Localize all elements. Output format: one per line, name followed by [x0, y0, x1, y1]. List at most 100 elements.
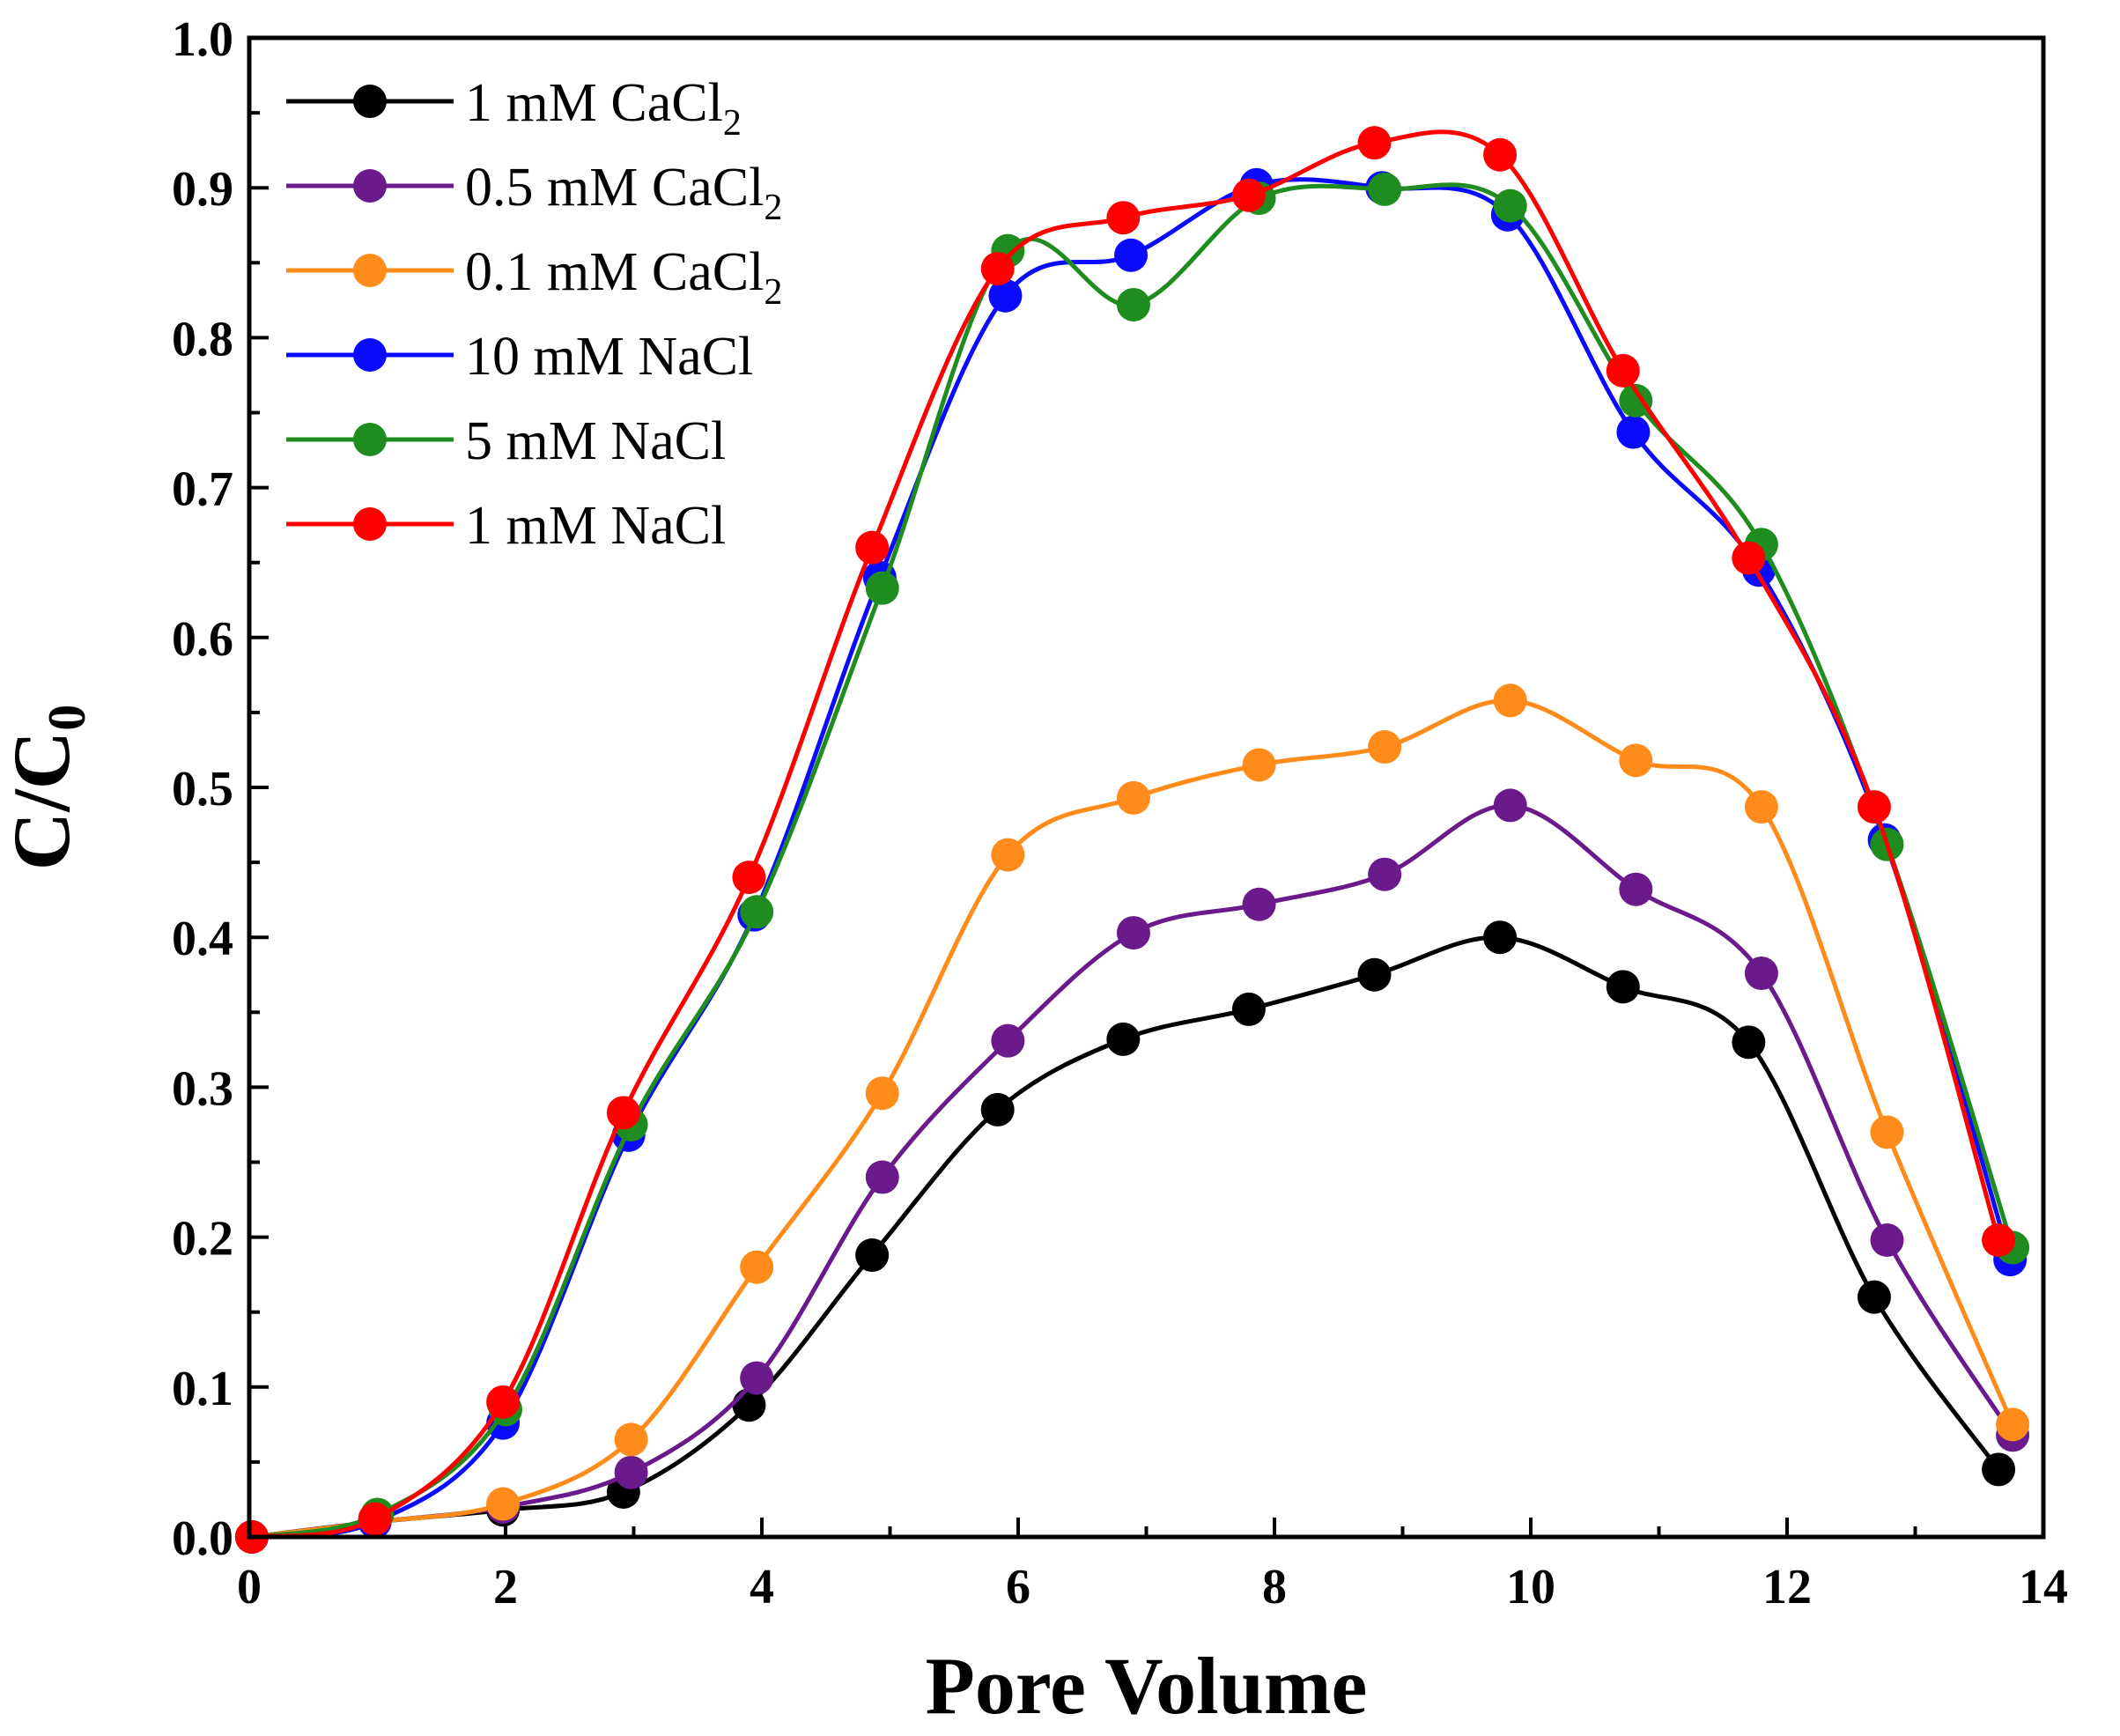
x-tick-label: 12: [1762, 1560, 1812, 1614]
data-point: [1606, 970, 1640, 1004]
x-tick-label: 14: [2019, 1560, 2068, 1614]
data-point: [980, 252, 1015, 286]
data-point: [1493, 188, 1527, 223]
data-point: [1493, 683, 1527, 718]
data-point: [1870, 1223, 1904, 1258]
y-tick-label: 0.4: [172, 912, 233, 966]
data-point: [1619, 872, 1653, 906]
data-point: [1483, 137, 1518, 172]
data-point: [855, 1238, 890, 1273]
data-point: [855, 530, 890, 565]
data-point: [1870, 1115, 1904, 1149]
data-point: [1996, 1407, 2030, 1442]
data-point: [865, 1076, 899, 1111]
y-axis-title-main: C/C: [0, 731, 86, 870]
data-point: [991, 838, 1025, 872]
legend-label-main: 0.5 mM CaCl: [465, 158, 764, 218]
series-1: [234, 788, 2030, 1554]
tick-labels: 0 2 4 6 8 10 12 14 0.0 0.1 0.2 0.3 0.4 0.5 0.6 0.7 0.8 0.…: [172, 12, 2068, 1614]
legend-marker: [353, 169, 387, 203]
legend-label-subscript: 2: [764, 188, 782, 228]
legend-entry: 0.1 mM CaCl2: [286, 242, 782, 313]
y-tick-label: 0.0: [172, 1511, 233, 1566]
data-point: [1368, 857, 1402, 891]
data-point: [1616, 415, 1651, 449]
data-point: [865, 571, 899, 605]
data-point: [486, 1487, 521, 1521]
legend-marker: [353, 254, 387, 287]
legend-entry: 1 mM CaCl2: [286, 73, 742, 144]
y-tick-label: 1.0: [172, 12, 233, 67]
legend-label-main: 10 mM NaCl: [465, 327, 753, 387]
data-point: [614, 1422, 648, 1457]
legend-label-subscript: 2: [764, 272, 782, 313]
legend-marker: [353, 85, 387, 118]
data-point: [486, 1385, 521, 1419]
data-point: [1619, 383, 1653, 417]
data-point: [865, 1160, 899, 1194]
data-point: [606, 1096, 640, 1130]
y-tick-label: 0.6: [172, 612, 233, 667]
data-point: [1493, 788, 1527, 823]
legend-marker: [353, 338, 387, 372]
legend-entry: 0.5 mM CaCl2: [286, 158, 782, 228]
y-axis-title-sub: 0: [38, 705, 96, 731]
x-tick-label: 4: [750, 1560, 774, 1614]
x-axis-title: Pore Volume: [926, 1641, 1368, 1731]
legend-marker: [353, 423, 387, 456]
legend-label: 0.1 mM CaCl2: [465, 242, 782, 313]
data-point: [614, 1455, 648, 1489]
data-point: [1106, 1022, 1141, 1056]
data-point: [1242, 887, 1276, 921]
data-point: [1116, 287, 1150, 321]
series-layer: [234, 126, 2030, 1554]
data-point: [732, 861, 766, 895]
data-point: [358, 1502, 392, 1536]
series-5: [234, 126, 2016, 1554]
data-point: [1744, 790, 1778, 824]
data-point: [1857, 1280, 1891, 1314]
x-tick-label: 10: [1506, 1560, 1555, 1614]
data-point: [1242, 748, 1276, 782]
y-axis-title: C/C0: [0, 705, 96, 870]
legend-label-main: 5 mM NaCl: [465, 411, 726, 471]
plot-frame: [247, 35, 2046, 1540]
y-tick-label: 0.5: [172, 762, 233, 816]
data-point: [1231, 178, 1266, 212]
data-point: [1368, 730, 1402, 765]
legend-entry: 5 mM NaCl: [286, 411, 726, 471]
data-point: [1357, 957, 1392, 992]
data-point: [1619, 743, 1653, 778]
y-tick-label: 0.3: [172, 1061, 233, 1116]
x-tick-label: 2: [493, 1560, 518, 1614]
data-point: [740, 1250, 774, 1284]
data-point: [740, 895, 774, 929]
data-point: [1982, 1223, 2016, 1258]
y-tick-label: 0.8: [172, 312, 233, 366]
legend-entry: 10 mM NaCl: [286, 327, 753, 387]
legend-label: 0.5 mM CaCl2: [465, 158, 782, 228]
data-point: [1231, 992, 1266, 1026]
data-point: [1116, 916, 1150, 950]
data-point: [1106, 201, 1141, 235]
legend-label: 5 mM NaCl: [465, 411, 726, 471]
y-tick-label: 0.2: [172, 1212, 233, 1267]
data-point: [1857, 790, 1891, 824]
data-point: [740, 1361, 774, 1395]
data-point: [1982, 1452, 2016, 1487]
x-tick-label: 0: [237, 1560, 262, 1614]
legend-label: 1 mM CaCl2: [465, 73, 742, 144]
data-point: [1357, 126, 1392, 160]
legend-label-subscript: 2: [723, 103, 742, 144]
legend-label: 1 mM NaCl: [465, 496, 726, 556]
legend-label-main: 1 mM NaCl: [465, 496, 726, 556]
data-point: [1116, 780, 1150, 815]
data-point: [1114, 238, 1149, 272]
data-point: [1732, 1025, 1766, 1060]
y-tick-label: 0.9: [172, 162, 233, 217]
data-point: [1368, 172, 1402, 206]
data-point: [988, 278, 1023, 313]
